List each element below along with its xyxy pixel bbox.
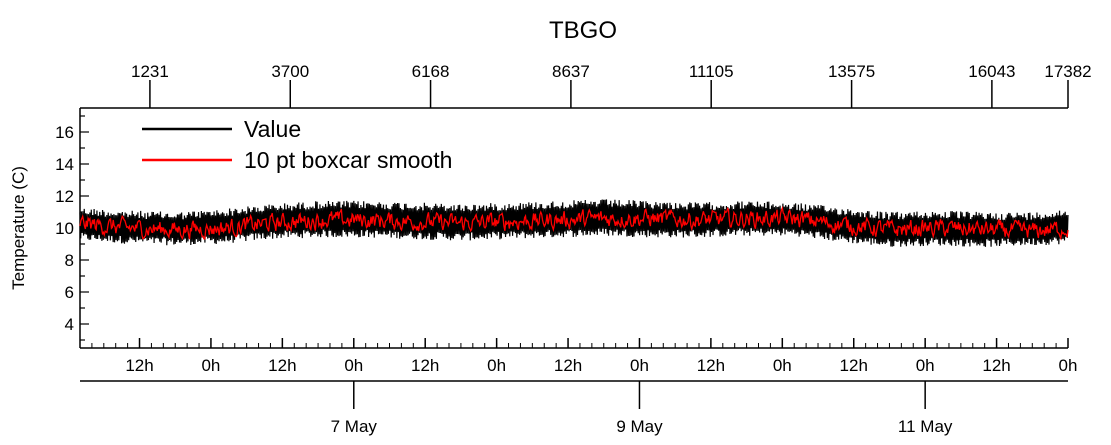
hour-axis: 12h 0h 12h 0h 12h 0h 12h 0h 12h 0h 12h 0h 12h 0h bbox=[79, 338, 1078, 375]
top-axis-tick-label: 13575 bbox=[828, 62, 875, 81]
plot-area bbox=[79, 199, 1069, 247]
y-axis: 4 6 8 10 12 14 16 bbox=[55, 108, 89, 348]
hour-axis-tick-label: 0h bbox=[1059, 356, 1078, 375]
hour-axis-tick-label: 12h bbox=[554, 356, 582, 375]
hour-axis-tick-label: 12h bbox=[982, 356, 1010, 375]
top-axis-tick-label: 16043 bbox=[968, 62, 1015, 81]
top-axis-tick-label: 11105 bbox=[689, 62, 734, 81]
hour-axis-tick-label: 12h bbox=[697, 356, 725, 375]
legend-label-value: Value bbox=[244, 116, 301, 142]
y-axis-tick-label: 10 bbox=[55, 219, 74, 238]
top-axis-tick-label: 3700 bbox=[271, 62, 309, 81]
top-axis: 1231 3700 6168 8637 11105 13575 16043 17382 bbox=[80, 62, 1092, 109]
day-axis-tick-label: 11 May bbox=[898, 417, 953, 436]
series-value-line bbox=[79, 199, 1069, 247]
hour-axis-tick-label: 12h bbox=[268, 356, 296, 375]
y-axis-tick-label: 4 bbox=[65, 315, 74, 334]
legend-label-smooth: 10 pt boxcar smooth bbox=[244, 147, 452, 173]
y-axis-label: Temperature (C) bbox=[9, 166, 28, 290]
y-axis-tick-label: 16 bbox=[55, 123, 74, 142]
hour-axis-tick-label: 0h bbox=[630, 356, 649, 375]
series-smooth-line bbox=[79, 205, 1069, 241]
day-axis: 7 May 9 May 11 May bbox=[80, 380, 1068, 436]
y-axis-tick-label: 12 bbox=[55, 187, 74, 206]
top-axis-tick-label: 1231 bbox=[131, 62, 169, 81]
day-axis-tick-label: 9 May bbox=[616, 417, 663, 436]
top-axis-tick-label: 8637 bbox=[552, 62, 590, 81]
y-axis-tick-label: 14 bbox=[55, 155, 74, 174]
y-axis-tick-label: 8 bbox=[65, 251, 74, 270]
hour-axis-tick-label: 0h bbox=[916, 356, 935, 375]
top-axis-tick-label: 6168 bbox=[412, 62, 450, 81]
y-axis-tick-label: 6 bbox=[65, 283, 74, 302]
legend: Value 10 pt boxcar smooth bbox=[142, 116, 452, 173]
hour-axis-tick-label: 0h bbox=[344, 356, 363, 375]
hour-axis-tick-label: 0h bbox=[773, 356, 792, 375]
top-axis-tick-label: 17382 bbox=[1044, 62, 1091, 81]
hour-axis-tick-label: 12h bbox=[411, 356, 439, 375]
hour-axis-tick-label: 0h bbox=[487, 356, 506, 375]
hour-axis-tick-label: 12h bbox=[840, 356, 868, 375]
hour-axis-tick-label: 12h bbox=[125, 356, 153, 375]
chart-title: TBGO bbox=[549, 17, 617, 44]
day-axis-tick-label: 7 May bbox=[331, 417, 378, 436]
hour-axis-tick-label: 0h bbox=[201, 356, 220, 375]
